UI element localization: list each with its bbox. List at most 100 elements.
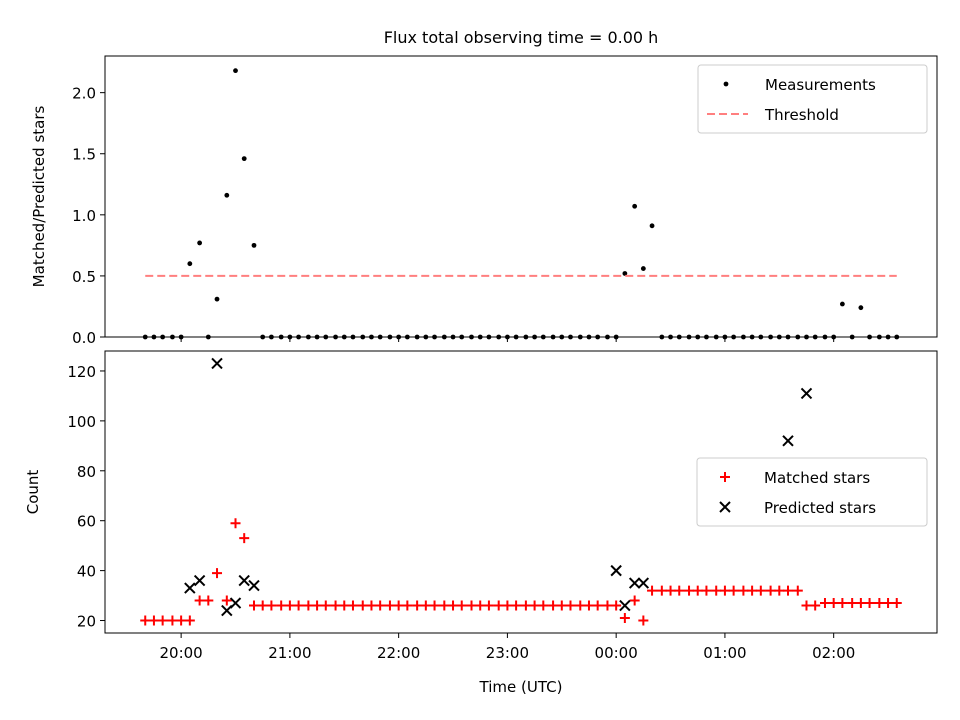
bottom-point: [357, 600, 368, 611]
bottom-point: [221, 595, 232, 606]
bottom-point: [864, 598, 875, 609]
bottom-ytick-label: 80: [77, 463, 96, 481]
bottom-point: [520, 600, 531, 611]
bottom-point: [837, 598, 848, 609]
legend-label: Measurements: [765, 76, 876, 94]
bottom-point: [874, 598, 885, 609]
bottom-point: [548, 600, 559, 611]
bottom-point: [475, 600, 486, 611]
bottom-point: [239, 533, 250, 544]
bottom-point: [711, 585, 722, 596]
bottom-point: [755, 585, 766, 596]
top-ylabel: Matched/Predicted stars: [30, 106, 48, 288]
bottom-series-1: [184, 357, 813, 617]
bottom-point: [611, 600, 622, 611]
bottom-point: [556, 600, 567, 611]
bottom-point: [855, 598, 866, 609]
top-point: [224, 192, 230, 198]
bottom-point: [819, 598, 830, 609]
bottom-point: [792, 585, 803, 596]
bottom-point: [384, 600, 395, 611]
bottom-point: [375, 600, 386, 611]
bottom-point: [466, 600, 477, 611]
bottom-point: [167, 615, 178, 626]
figure-title: Flux total observing time = 0.00 h: [384, 28, 659, 47]
bottom-point: [610, 564, 622, 577]
bottom-point: [257, 600, 268, 611]
bottom-point: [230, 518, 241, 529]
bottom-point: [665, 585, 676, 596]
bottom-point: [193, 574, 206, 587]
bottom-axes-frame: [104, 350, 938, 634]
bottom-point: [692, 585, 703, 596]
bottom-point: [284, 600, 295, 611]
top-ytick-label: 0.5: [72, 268, 96, 286]
bottom-ylabel: Count: [24, 470, 42, 515]
bottom-point: [148, 615, 159, 626]
bottom-point: [647, 585, 658, 596]
bottom-point: [203, 595, 214, 606]
bottom-point: [347, 600, 358, 611]
bottom-point: [801, 600, 812, 611]
xtick-label: 02:00: [812, 644, 855, 662]
bottom-panel: 20 40 60 80 100 120 20:00 21:00 22:00 23:00 00:00 0…: [24, 350, 938, 696]
bottom-point: [592, 600, 603, 611]
bottom-point: [339, 600, 350, 611]
xtick-label: 01:00: [703, 644, 746, 662]
top-point: [214, 296, 220, 302]
bottom-point: [828, 598, 839, 609]
bottom-point: [184, 615, 195, 626]
bottom-point: [293, 600, 304, 611]
legend-label: Threshold: [764, 106, 839, 124]
bottom-point: [619, 613, 630, 624]
top-point: [858, 305, 864, 311]
bottom-ytick-label: 20: [77, 613, 96, 631]
bottom-point: [637, 577, 650, 589]
bottom-point: [439, 600, 450, 611]
bottom-point: [303, 600, 314, 611]
bottom-point: [701, 585, 712, 596]
top-point: [233, 68, 238, 74]
legend-swatch: [720, 472, 730, 482]
bottom-point: [266, 600, 277, 611]
top-point: [197, 240, 203, 246]
top-point: [632, 203, 638, 209]
bottom-point: [502, 600, 513, 611]
bottom-point: [393, 600, 404, 611]
top-series-0: [142, 68, 900, 340]
bottom-point: [782, 435, 794, 447]
xtick-label: 23:00: [486, 644, 529, 662]
bottom-point: [738, 585, 749, 596]
bottom-point: [529, 600, 540, 611]
bottom-point: [628, 577, 641, 589]
top-point: [622, 271, 628, 276]
bottom-point: [412, 600, 423, 611]
bottom-series-0: [140, 518, 902, 626]
bottom-point: [810, 600, 821, 611]
bottom-point: [891, 598, 902, 609]
bottom-point: [248, 579, 260, 592]
bottom-point: [575, 600, 586, 611]
bottom-point: [511, 600, 522, 611]
bottom-point: [565, 600, 576, 611]
bottom-point: [638, 615, 649, 626]
bottom-point: [402, 600, 413, 611]
top-point: [241, 156, 247, 162]
top-ytick-label: 1.5: [72, 146, 96, 164]
top-ytick-label: 1.0: [72, 207, 96, 225]
bottom-point: [684, 585, 695, 596]
top-legend-box: [697, 64, 928, 134]
bottom-point: [140, 615, 151, 626]
xlabel: Time (UTC): [479, 678, 563, 696]
bottom-point: [602, 600, 613, 611]
bottom-point: [312, 600, 323, 611]
bottom-point: [330, 600, 341, 611]
bottom-point: [800, 387, 813, 400]
xtick-label: 00:00: [595, 644, 638, 662]
bottom-point: [774, 585, 785, 596]
bottom-point: [157, 615, 168, 626]
bottom-ytick-label: 120: [67, 363, 96, 381]
bottom-point: [538, 600, 549, 611]
bottom-point: [747, 585, 758, 596]
